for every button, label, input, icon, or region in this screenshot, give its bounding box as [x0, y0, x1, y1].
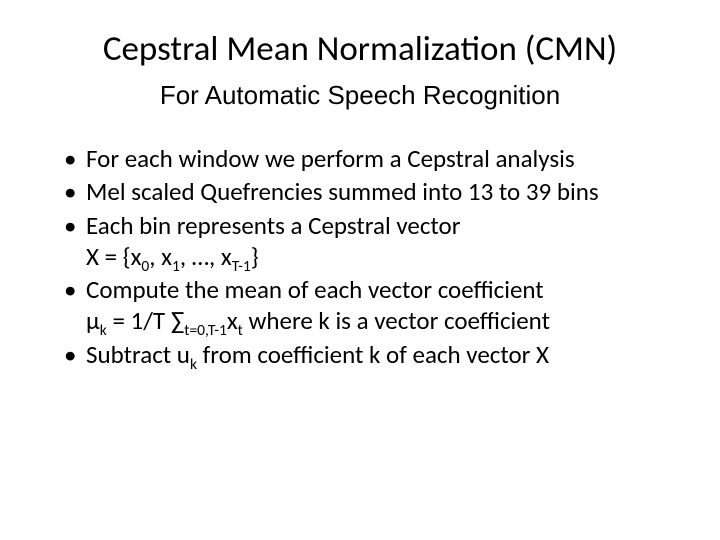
bullet-list: For each window we perform a Cepstral an… [40, 143, 680, 370]
list-item: Compute the mean of each vector coeffici… [64, 274, 680, 337]
bullet-text: For each window we perform a Cepstral an… [86, 143, 575, 174]
list-item: Mel scaled Quefrencies summed into 13 to… [64, 176, 680, 207]
bullet-text: Each bin represents a Cepstral vector [86, 210, 460, 241]
bullet-text: Mel scaled Quefrencies summed into 13 to… [86, 176, 599, 207]
slide-subtitle: For Automatic Speech Recognition [40, 80, 680, 111]
list-item: For each window we perform a Cepstral an… [64, 143, 680, 174]
list-item: Each bin represents a Cepstral vector X … [64, 210, 680, 273]
bullet-text: Compute the mean of each vector coeffici… [86, 274, 544, 305]
bullet-text: Subtract uk from coefficient k of each v… [86, 339, 549, 370]
slide-title: Cepstral Mean Normalization (CMN) [40, 24, 680, 70]
bullet-cont: μk = 1/T ∑t=0,T-1xt where k is a vector … [86, 305, 680, 336]
list-item: Subtract uk from coefficient k of each v… [64, 339, 680, 370]
slide: Cepstral Mean Normalization (CMN) For Au… [0, 0, 720, 540]
bullet-cont: X = {x0, x1, …, xT-1} [86, 241, 680, 272]
